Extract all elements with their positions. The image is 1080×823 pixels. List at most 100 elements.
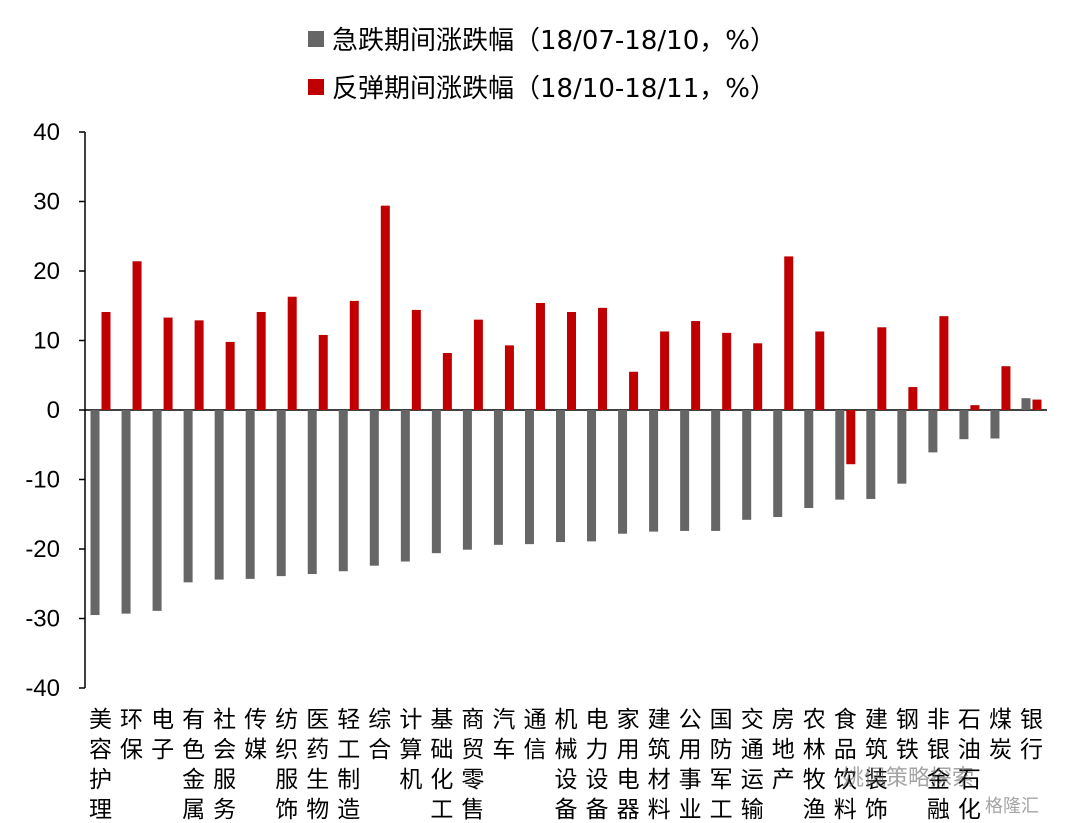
legend-item-drop: 急跌期间涨跌幅（18/07-18/10，%） [308, 20, 776, 57]
x-category-label: 料 [834, 797, 857, 823]
bar-rebound [598, 307, 608, 410]
x-category-label: 料 [648, 797, 671, 823]
x-category-label: 炭 [989, 737, 1012, 763]
bar-rebound [691, 321, 701, 410]
y-tick-label: 40 [33, 119, 60, 146]
y-tick-label: -30 [25, 606, 60, 633]
x-category-label: 房 [772, 707, 795, 733]
y-tick-label: 20 [33, 258, 60, 285]
y-tick-label: 30 [33, 189, 60, 216]
x-category-label: 产 [772, 767, 795, 793]
x-category-label: 服 [275, 767, 298, 793]
x-category-label: 防 [710, 737, 733, 763]
bar-drop [990, 410, 1000, 439]
x-category-label: 织 [275, 737, 298, 763]
bar-drop [742, 410, 752, 520]
bar-drop [431, 410, 441, 554]
x-category-label: 银 [927, 737, 950, 763]
x-category-label: 渔 [803, 797, 826, 823]
bar-drop [773, 410, 783, 518]
x-category-label: 煤 [989, 707, 1012, 733]
x-category-label: 运 [741, 767, 764, 793]
bar-rebound [442, 353, 452, 410]
x-category-label: 备 [555, 797, 578, 823]
x-category-label: 建 [865, 707, 888, 733]
x-category-label: 饮 [834, 767, 857, 793]
bar-rebound [256, 312, 266, 410]
bar-drop [245, 410, 255, 579]
x-category-label: 础 [430, 737, 453, 763]
bar-drop [90, 410, 100, 616]
y-tick-label: -10 [25, 467, 60, 494]
bar-rebound [722, 332, 732, 410]
bar-rebound [815, 331, 825, 410]
bar-rebound [784, 256, 794, 410]
x-category-label: 械 [555, 737, 578, 763]
x-category-label: 电 [586, 707, 609, 733]
bar-drop [618, 410, 628, 534]
x-category-label: 交 [741, 707, 764, 733]
y-tick-label: 0 [47, 397, 60, 424]
bar-rebound [349, 300, 359, 410]
x-category-label: 军 [710, 767, 733, 793]
x-category-label: 金 [927, 767, 950, 793]
x-category-label: 金 [182, 767, 205, 793]
x-category-label: 饰 [275, 797, 298, 823]
bar-drop [897, 410, 907, 484]
x-category-label: 子 [151, 737, 174, 763]
bar-drop [276, 410, 286, 577]
bar-drop [338, 410, 348, 572]
bar-rebound [660, 331, 670, 410]
x-category-label: 筑 [865, 737, 888, 763]
bar-drop [462, 410, 472, 550]
bar-rebound [504, 345, 514, 410]
bar-rebound [411, 309, 421, 410]
x-category-label: 筑 [648, 737, 671, 763]
x-category-label: 售 [461, 797, 484, 823]
bar-rebound [287, 296, 297, 410]
x-category-label: 会 [213, 737, 236, 763]
x-category-label: 物 [306, 797, 329, 823]
bar-drop [307, 410, 317, 575]
bar-rebound [939, 316, 949, 410]
bar-drop [928, 410, 938, 453]
x-category-label: 力 [586, 737, 609, 763]
x-category-label: 制 [337, 767, 360, 793]
x-category-label: 石 [958, 767, 981, 793]
x-category-label: 设 [555, 767, 578, 793]
legend-swatch-drop [308, 30, 324, 47]
x-category-label: 饰 [865, 797, 888, 823]
bar-rebound [970, 405, 980, 410]
x-category-label: 生 [306, 767, 329, 793]
x-category-label: 建 [648, 707, 671, 733]
x-category-label: 美 [89, 707, 112, 733]
x-category-label: 机 [399, 767, 422, 793]
x-category-label: 汽 [492, 707, 515, 733]
bar-drop [680, 410, 690, 531]
bar-drop [649, 410, 659, 532]
bar-rebound [101, 312, 111, 410]
x-category-label: 化 [958, 797, 981, 823]
x-category-label: 用 [679, 737, 702, 763]
bar-rebound [318, 334, 328, 410]
x-category-label: 保 [120, 737, 143, 763]
x-category-label: 合 [368, 737, 391, 763]
x-category-label: 基 [430, 707, 453, 733]
x-category-label: 服 [213, 767, 236, 793]
bar-rebound [163, 317, 173, 410]
x-category-label: 钢 [896, 707, 919, 733]
x-category-label: 备 [586, 797, 609, 823]
x-category-label: 轻 [337, 707, 360, 733]
x-category-label: 油 [958, 737, 981, 763]
watermark-text: 姚佩策略探索 [842, 766, 975, 791]
bar-rebound [380, 205, 390, 410]
x-category-label: 计 [399, 707, 422, 733]
bar-drop [1021, 398, 1031, 410]
bar-drop [866, 410, 876, 499]
x-category-label: 贸 [461, 737, 484, 763]
legend-label-drop: 急跌期间涨跌幅（18/07-18/10，%） [332, 26, 776, 56]
x-category-label: 业 [679, 797, 702, 823]
x-category-label: 容 [89, 737, 112, 763]
x-category-label: 工 [710, 797, 733, 823]
